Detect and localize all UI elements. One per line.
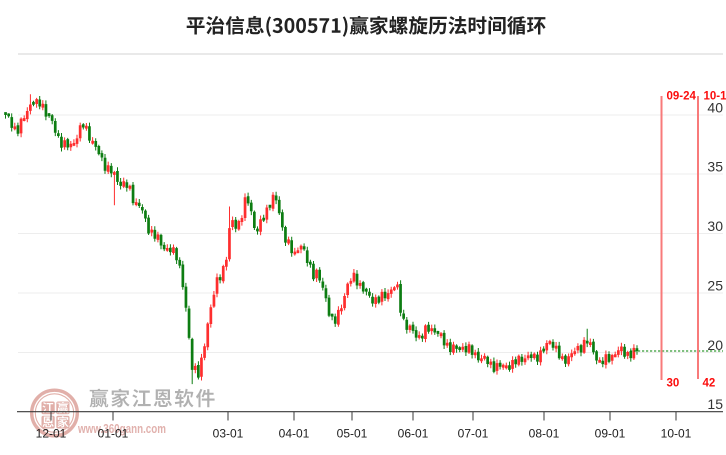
svg-text:42: 42	[703, 378, 716, 390]
svg-text:08-01: 08-01	[529, 427, 560, 441]
svg-text:04-01: 04-01	[279, 427, 310, 441]
svg-text:10-01: 10-01	[661, 427, 692, 441]
svg-text:01-01: 01-01	[98, 427, 129, 441]
svg-text:40: 40	[707, 100, 723, 116]
svg-text:05-01: 05-01	[337, 427, 368, 441]
svg-text:25: 25	[707, 278, 723, 294]
svg-text:30: 30	[707, 218, 723, 234]
svg-text:35: 35	[707, 159, 723, 175]
svg-text:20: 20	[707, 337, 723, 353]
svg-text:09-24: 09-24	[667, 91, 697, 103]
svg-text:07-01: 07-01	[458, 427, 489, 441]
svg-text:12-01: 12-01	[36, 427, 67, 441]
svg-text:30: 30	[667, 378, 680, 390]
svg-text:03-01: 03-01	[213, 427, 244, 441]
svg-text:15: 15	[707, 396, 723, 412]
svg-text:06-01: 06-01	[398, 427, 429, 441]
svg-text:09-01: 09-01	[595, 427, 626, 441]
